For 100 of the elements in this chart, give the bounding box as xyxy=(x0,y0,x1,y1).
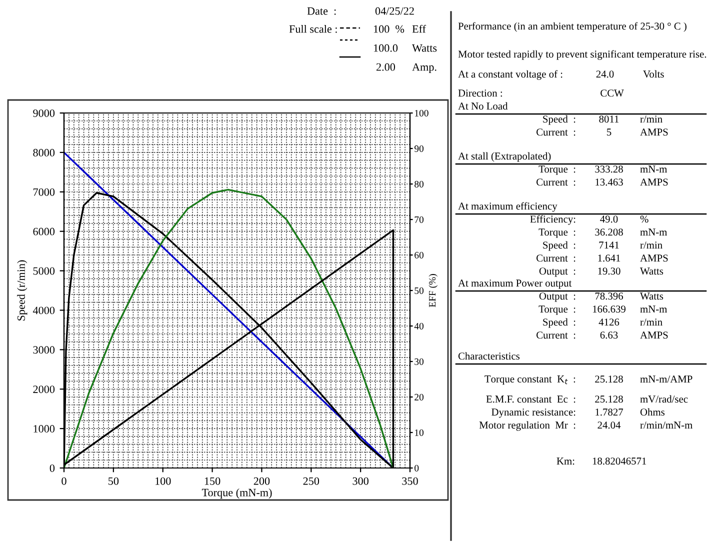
text: Torque : xyxy=(538,306,576,315)
text: 49.0 xyxy=(600,216,618,223)
text: Eff xyxy=(412,24,426,33)
y-tick-label: 7000 xyxy=(33,188,55,196)
y-tick-label: 5000 xyxy=(33,267,55,275)
text: At maximum Power output xyxy=(458,280,572,289)
text: Watts xyxy=(640,268,664,275)
text: Characteristics xyxy=(458,352,520,360)
y2-tick-label: 80 xyxy=(414,180,424,188)
text: 100.0 xyxy=(374,44,398,52)
y2-tick-label: 70 xyxy=(414,216,424,223)
y-tick-label: 6000 xyxy=(33,228,55,236)
text: 100 % xyxy=(374,25,404,33)
text: Motor tested rapidly to prevent significant temperature rise. xyxy=(458,50,706,60)
x-tick-label: 150 xyxy=(204,477,220,485)
text: 1.7827 xyxy=(596,408,624,416)
x-tick-label: 300 xyxy=(352,477,368,485)
text: Speed : xyxy=(543,115,576,125)
text: Output : xyxy=(539,292,576,302)
text: 1.641 xyxy=(598,254,620,262)
text: 78.396 xyxy=(595,292,624,300)
y2-tick-label: 50 xyxy=(414,287,424,294)
text: mN-m xyxy=(640,306,668,313)
text: Torque : xyxy=(538,228,576,238)
x-tick-label: 100 xyxy=(156,477,171,485)
y-tick-label: 4000 xyxy=(32,306,55,314)
text: mN-m/AMP xyxy=(640,376,692,383)
text: Efficiency: xyxy=(530,215,576,225)
y2-tick-label: 100 xyxy=(415,110,428,116)
text: Watts xyxy=(640,292,664,300)
x-axis-title: Torque (mN-m) xyxy=(202,488,272,499)
x-tick-label: 200 xyxy=(254,477,270,485)
text: Dynamic resistance: xyxy=(492,408,576,418)
text: At No Load xyxy=(458,102,508,110)
text: r/min xyxy=(640,318,662,326)
text: E.M.F. constant Ec : xyxy=(486,396,576,403)
text: Full scale : xyxy=(289,24,337,33)
y2-tick-label: 10 xyxy=(415,429,424,436)
text: Performance (in an ambient temperature of 25-30 ° C ) xyxy=(458,22,686,32)
text: Current : xyxy=(536,178,576,186)
text: 19.30 xyxy=(598,268,620,275)
text: Speed : xyxy=(543,241,576,251)
text: 25.128 xyxy=(595,396,623,403)
text: 04/25/22 xyxy=(375,7,414,15)
text: 333.28 xyxy=(595,166,623,173)
y2-tick-label: 30 xyxy=(414,358,424,365)
text: At maximum efficiency xyxy=(458,202,558,212)
text: % xyxy=(640,216,648,223)
text: AMPS xyxy=(640,178,668,186)
text: Amp. xyxy=(412,63,436,74)
text: At stall (Extrapolated) xyxy=(458,152,551,162)
y2-tick-label: 60 xyxy=(414,252,424,258)
text: Date : xyxy=(307,7,336,15)
y-tick-label: 3000 xyxy=(33,346,55,354)
text: 36.208 xyxy=(595,228,623,236)
text: At a constant voltage of : xyxy=(458,70,562,80)
text: mN-m xyxy=(640,166,668,173)
text: Current : xyxy=(536,332,576,339)
x-tick-label: 50 xyxy=(108,477,119,485)
text: 2.00 xyxy=(376,63,396,71)
x-tick-label: 350 xyxy=(402,477,418,485)
text: 4126 xyxy=(598,318,620,326)
text: mN-m xyxy=(640,228,668,236)
text: r/min xyxy=(640,116,662,123)
text: Torque constant K$_{t}$ : xyxy=(484,376,576,385)
y-tick-label: 9000 xyxy=(33,109,55,117)
text: 7141 xyxy=(599,242,619,249)
text: Current : xyxy=(536,254,576,262)
text: r/min xyxy=(640,242,662,249)
y2-tick-label: 90 xyxy=(414,145,424,152)
text: Direction : xyxy=(458,90,502,97)
x-tick-label: 0 xyxy=(62,477,66,485)
y2-tick-label: 40 xyxy=(414,322,424,330)
text: 25.128 xyxy=(595,376,623,383)
text: AMPS xyxy=(640,128,668,136)
text: 13.463 xyxy=(596,178,623,186)
text: Torque : xyxy=(538,166,576,175)
text: Motor regulation Mr : xyxy=(479,421,576,431)
y2-tick-label: 20 xyxy=(414,394,424,400)
text: Km: xyxy=(556,458,574,465)
text: r/min/mN-m xyxy=(640,422,692,429)
text: CCW xyxy=(600,90,624,97)
text: 6.63 xyxy=(600,332,618,339)
text: 18.82046571 xyxy=(592,458,646,465)
y-tick-label: 0 xyxy=(50,464,55,472)
text: Current : xyxy=(536,128,576,136)
text: 8011 xyxy=(599,116,619,123)
text: mV/rad/sec xyxy=(640,395,688,403)
y-tick-label: 2000 xyxy=(33,386,55,394)
text: AMPS xyxy=(640,254,668,262)
text: Volts xyxy=(643,70,664,78)
text: 5 xyxy=(607,128,612,136)
text: Ohms xyxy=(640,408,665,416)
x-tick-label: 250 xyxy=(303,477,320,485)
text: Speed : xyxy=(543,318,576,328)
y-tick-label: 8000 xyxy=(33,148,55,156)
y2-axis-title: EFF (%) xyxy=(428,274,438,308)
text: Output : xyxy=(539,268,576,277)
y-tick-label: 1000 xyxy=(34,425,55,433)
y-axis-title: Speed (r/min) xyxy=(17,260,28,320)
